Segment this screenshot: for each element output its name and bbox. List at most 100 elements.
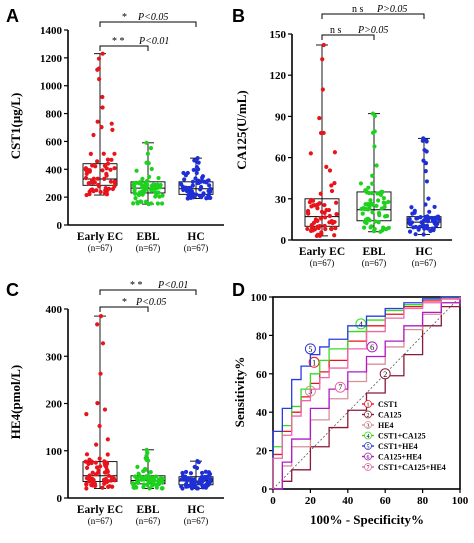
category-label-b-2: HC <box>415 246 432 258</box>
legend-marker-7 <box>364 463 372 471</box>
data-point-b-2 <box>435 215 440 220</box>
data-point-c-2 <box>188 471 194 476</box>
y-tick-label-a: 200 <box>46 192 63 204</box>
data-point-b-0 <box>305 226 310 232</box>
data-point-b-2 <box>413 224 418 230</box>
data-point-a-2 <box>194 192 199 197</box>
data-point-b-0 <box>309 204 314 209</box>
data-point-a-1 <box>138 199 143 204</box>
data-point-b-0 <box>329 226 334 232</box>
data-point-b-0 <box>323 226 328 232</box>
data-point-b-0 <box>320 57 325 62</box>
data-point-b-2 <box>423 168 428 174</box>
significance-a: * P<0.05 * * P<0.01 <box>112 12 169 47</box>
data-point-a-0 <box>93 164 98 169</box>
data-point-c-0 <box>98 371 103 376</box>
y-tick-label-a: 1200 <box>40 53 63 65</box>
data-point-c-0 <box>94 465 100 470</box>
data-point-b-1 <box>365 207 371 212</box>
data-point-c-0 <box>84 465 90 470</box>
data-point-c-0 <box>100 341 106 346</box>
y-tick-label-a: 600 <box>46 136 63 148</box>
data-point-a-0 <box>109 121 114 126</box>
data-point-b-0 <box>327 220 332 225</box>
roc-frame <box>272 296 461 490</box>
roc-marker-label-4: 4 <box>359 320 363 329</box>
data-point-b-1 <box>378 192 383 197</box>
data-point-a-0 <box>99 124 104 130</box>
legend-marker-label-6: 6 <box>367 455 370 461</box>
data-point-b-2 <box>430 226 435 231</box>
data-point-a-1 <box>154 185 160 191</box>
data-point-c-1 <box>144 476 149 481</box>
data-point-b-1 <box>371 229 377 234</box>
y-tick-label-b: 30 <box>275 194 287 206</box>
data-point-a-1 <box>143 199 149 204</box>
data-point-a-1 <box>149 187 154 192</box>
data-point-b-0 <box>332 219 337 225</box>
data-point-b-1 <box>373 219 378 224</box>
data-point-b-1 <box>360 211 365 216</box>
data-point-a-0 <box>112 166 117 171</box>
legend-marker-label-3: 3 <box>367 424 370 430</box>
data-point-b-2 <box>421 232 426 237</box>
roc-marker-5 <box>304 343 316 355</box>
data-point-b-2 <box>407 216 412 222</box>
data-point-a-1 <box>148 146 154 151</box>
y-tick-label-a: 800 <box>46 109 63 121</box>
significance-bracket-c-0 <box>99 289 197 295</box>
legend-marker-label-4: 4 <box>367 434 370 440</box>
data-point-a-1 <box>140 185 145 190</box>
data-point-c-2 <box>192 464 197 470</box>
data-point-a-0 <box>106 186 112 191</box>
category-n-a-1: (n=67) <box>136 243 161 253</box>
data-point-c-1 <box>151 482 157 487</box>
data-point-a-2 <box>200 174 206 179</box>
roc-line-cst1-ca125-he4 <box>272 297 461 489</box>
data-point-a-2 <box>183 173 189 178</box>
data-point-b-2 <box>412 210 417 215</box>
y-tick-label-d: 40 <box>256 407 268 419</box>
data-point-a-0 <box>104 192 110 197</box>
data-point-c-2 <box>183 469 189 475</box>
data-point-a-1 <box>160 193 165 198</box>
data-point-b-2 <box>408 222 413 227</box>
x-tick-label-d: 40 <box>342 495 354 507</box>
data-point-a-0 <box>96 56 102 61</box>
data-point-c-0 <box>102 407 108 412</box>
data-point-b-1 <box>358 181 364 186</box>
data-point-a-1 <box>149 201 154 206</box>
data-point-b-1 <box>370 191 375 196</box>
data-point-b-2 <box>422 218 427 223</box>
data-point-b-2 <box>423 214 428 220</box>
data-point-a-0 <box>100 168 105 173</box>
data-point-c-0 <box>95 322 100 327</box>
legend-marker-1 <box>364 400 372 408</box>
data-point-a-2 <box>206 178 211 183</box>
legend-label-3: HE4 <box>378 421 394 430</box>
y-tick-label-c: 100 <box>46 446 63 458</box>
data-point-c-1 <box>130 481 136 486</box>
sig-outer-stars-c: * * <box>130 280 143 291</box>
data-point-c-2 <box>202 484 208 489</box>
data-point-c-1 <box>154 485 159 490</box>
data-point-c-0 <box>102 459 107 464</box>
data-point-b-0 <box>317 201 322 206</box>
roc-marker-7 <box>334 381 346 393</box>
panel-letter-a: A <box>6 6 19 26</box>
data-point-b-0 <box>334 200 339 205</box>
data-point-b-2 <box>423 202 428 207</box>
data-point-c-1 <box>133 484 138 489</box>
data-point-a-0 <box>110 186 116 192</box>
data-point-b-0 <box>322 202 327 208</box>
data-point-c-0 <box>90 476 95 481</box>
data-point-a-1 <box>154 191 159 196</box>
data-point-a-0 <box>108 167 113 172</box>
data-point-b-2 <box>421 158 426 163</box>
data-point-a-0 <box>95 159 100 164</box>
x-tick-label-d: 60 <box>380 495 392 507</box>
data-point-a-0 <box>90 180 95 186</box>
sig-outer-p-b: P>0.05 <box>376 4 407 15</box>
y-tick-label-a: 400 <box>46 164 63 176</box>
legend-marker-5 <box>364 442 372 450</box>
